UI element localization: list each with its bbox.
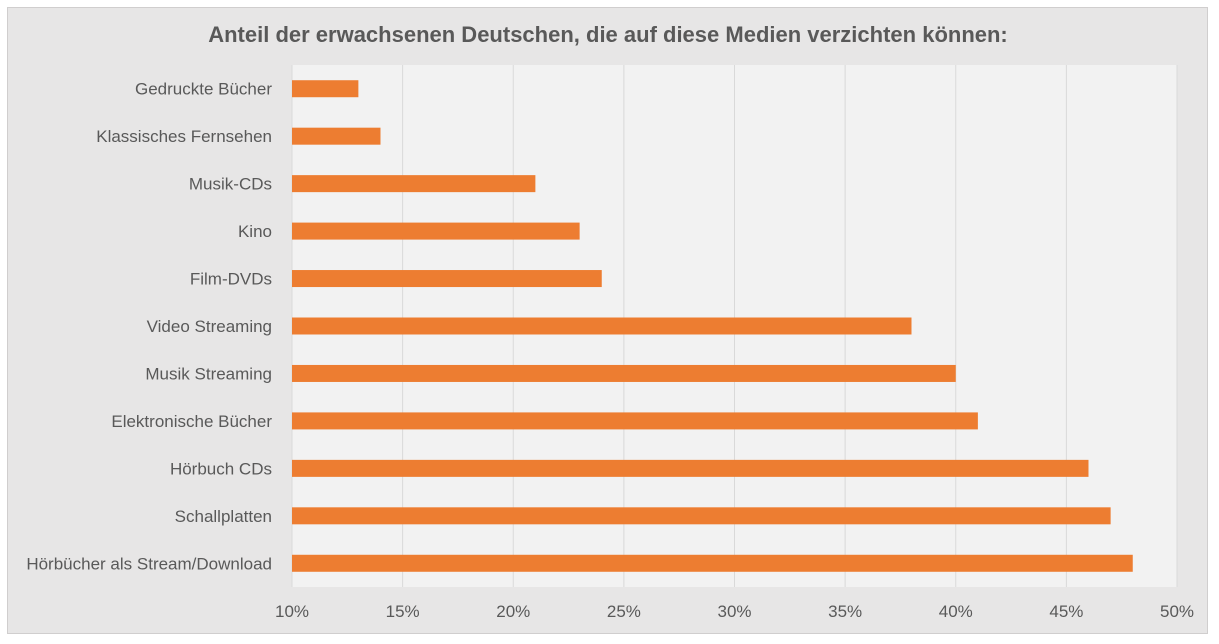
x-tick-label: 30% <box>717 602 751 621</box>
bar <box>292 222 580 240</box>
category-label: Klassisches Fernsehen <box>96 127 272 146</box>
x-tick-label: 25% <box>607 602 641 621</box>
x-tick-label: 40% <box>939 602 973 621</box>
category-label: Schallplatten <box>175 507 272 526</box>
bar <box>292 80 359 98</box>
category-label: Hörbuch CDs <box>170 459 272 478</box>
category-label: Video Streaming <box>147 317 272 336</box>
category-label: Musik Streaming <box>145 364 272 383</box>
x-tick-label: 20% <box>496 602 530 621</box>
chart-frame: Gedruckte Bücher Klassisches Fernsehen Mus… <box>7 7 1208 634</box>
bar <box>292 412 978 430</box>
bar <box>292 127 381 145</box>
category-label: Gedruckte Bücher <box>135 80 272 99</box>
bar <box>292 175 536 193</box>
bar <box>292 554 1133 572</box>
bar <box>292 270 602 288</box>
x-tick-label: 10% <box>275 602 309 621</box>
category-labels: Gedruckte Bücher Klassisches Fernsehen Mus… <box>26 80 272 574</box>
x-tick-label: 15% <box>386 602 420 621</box>
x-tick-label: 45% <box>1049 602 1083 621</box>
category-label: Kino <box>238 222 272 241</box>
x-tick-label: 50% <box>1160 602 1194 621</box>
x-tick-label: 35% <box>828 602 862 621</box>
x-axis-tick-labels: 10% 15% 20% 25% 30% 35% 40% 45% 50% <box>275 602 1194 621</box>
chart-title: Anteil der erwachsenen Deutschen, die au… <box>208 22 1008 47</box>
category-label: Film-DVDs <box>190 270 272 289</box>
bar <box>292 459 1089 477</box>
bar <box>292 364 956 382</box>
bar <box>292 317 912 335</box>
bar <box>292 507 1111 525</box>
category-label: Elektronische Bücher <box>111 412 272 431</box>
category-label: Musik-CDs <box>189 175 272 194</box>
bar-chart: Gedruckte Bücher Klassisches Fernsehen Mus… <box>26 22 1194 621</box>
category-label: Hörbücher als Stream/Download <box>26 554 272 573</box>
bars <box>292 80 1133 572</box>
